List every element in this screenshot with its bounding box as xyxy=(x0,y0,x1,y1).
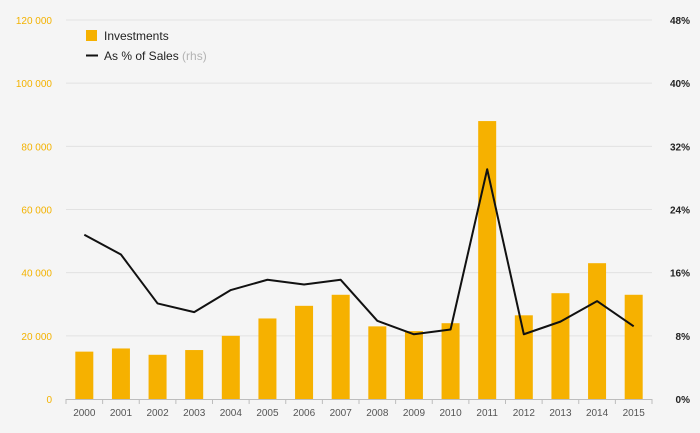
bar-2000 xyxy=(75,351,94,399)
bar-2010 xyxy=(441,323,460,399)
legend-swatch-investments xyxy=(86,30,97,41)
y-left-tick-label: 120 000 xyxy=(16,16,53,27)
x-tick-label: 2003 xyxy=(183,408,206,419)
bar-2001 xyxy=(111,348,130,399)
bar-2003 xyxy=(185,350,204,399)
x-tick-label: 2009 xyxy=(403,408,426,419)
bar-2008 xyxy=(368,326,387,399)
y-left-tick-label: 0 xyxy=(46,395,52,406)
gridlines xyxy=(66,19,652,337)
y-left-tick-label: 100 000 xyxy=(16,79,53,90)
y-left-tick-label: 80 000 xyxy=(21,142,52,153)
x-tick-label: 2005 xyxy=(256,408,279,419)
legend-note-rhs: (rhs) xyxy=(182,49,207,63)
y-left-tick-label: 60 000 xyxy=(21,206,52,217)
y-right-tick-label: 24% xyxy=(670,206,690,217)
y-right-tick-label: 40% xyxy=(670,79,690,90)
x-tick-label: 2002 xyxy=(146,408,169,419)
bar-2005 xyxy=(258,318,277,399)
y-left-tick-label: 40 000 xyxy=(21,269,52,280)
bar-2009 xyxy=(404,331,423,399)
bar-2011 xyxy=(478,121,497,400)
y-right-tick-label: 32% xyxy=(670,142,690,153)
bar-2013 xyxy=(551,293,570,399)
bar-2015 xyxy=(624,294,643,399)
bar-2006 xyxy=(295,305,314,399)
x-tick-label: 2011 xyxy=(476,408,498,419)
bar-2002 xyxy=(148,354,167,399)
x-tick-label: 2000 xyxy=(73,408,96,419)
x-tick-label: 2012 xyxy=(513,408,536,419)
y-right-tick-label: 48% xyxy=(670,16,690,27)
y-right-tick-label: 0% xyxy=(676,395,691,406)
axes: 2000 2001 2002 2003 2004 2005 2006 2007 2008 2009… xyxy=(16,16,690,419)
x-tick-label: 2004 xyxy=(220,408,243,419)
x-tick-label: 2015 xyxy=(623,408,646,419)
legend-label-investments: Investments xyxy=(104,29,169,43)
x-tick-label: 2010 xyxy=(439,408,462,419)
line-pct-of-sales xyxy=(83,168,635,336)
x-tick-label: 2013 xyxy=(549,408,572,419)
bar-2004 xyxy=(221,335,240,399)
legend-label-pct-of-sales: As % of Sales (rhs) xyxy=(104,49,207,63)
y-right-tick-label: 16% xyxy=(670,269,690,280)
legend: Investments As % of Sales (rhs) xyxy=(86,29,207,63)
bar-2014 xyxy=(588,263,607,399)
x-tick-label: 2006 xyxy=(293,408,316,419)
bar-series-investments xyxy=(75,121,643,400)
x-tick-label: 2014 xyxy=(586,408,609,419)
x-tick-label: 2007 xyxy=(330,408,353,419)
line-series-pct-of-sales xyxy=(83,168,635,336)
y-left-tick-label: 20 000 xyxy=(21,332,52,343)
bar-2012 xyxy=(514,315,533,399)
x-tick-label: 2008 xyxy=(366,408,389,419)
x-tick-label: 2001 xyxy=(110,408,133,419)
bar-2007 xyxy=(331,294,350,399)
y-right-tick-label: 8% xyxy=(676,332,691,343)
